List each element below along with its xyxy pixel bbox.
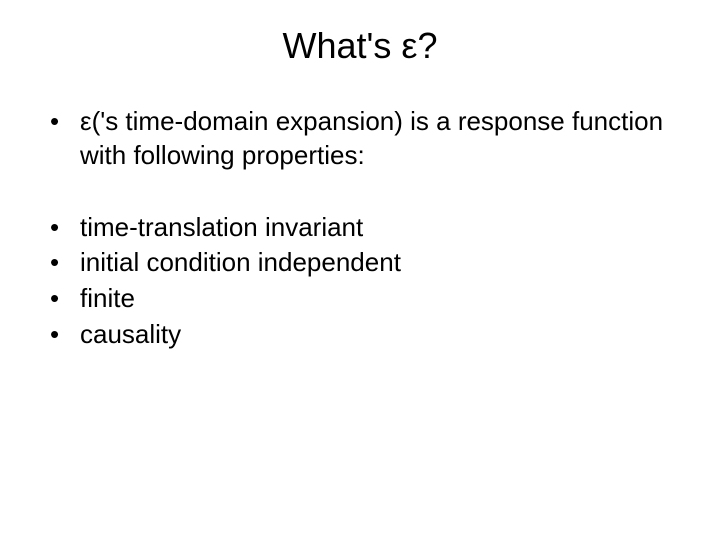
list-item: time-translation invariant	[50, 211, 690, 245]
list-item: initial condition independent	[50, 246, 690, 280]
slide-title: What's ε?	[30, 25, 690, 67]
list-item: finite	[50, 282, 690, 316]
list-item: causality	[50, 318, 690, 352]
bullet-list: ε('s time-domain expansion) is a respons…	[30, 105, 690, 173]
intro-bullet: ε('s time-domain expansion) is a respons…	[50, 105, 690, 173]
properties-list: time-translation invariant initial condi…	[30, 211, 690, 352]
spacer	[30, 175, 690, 211]
